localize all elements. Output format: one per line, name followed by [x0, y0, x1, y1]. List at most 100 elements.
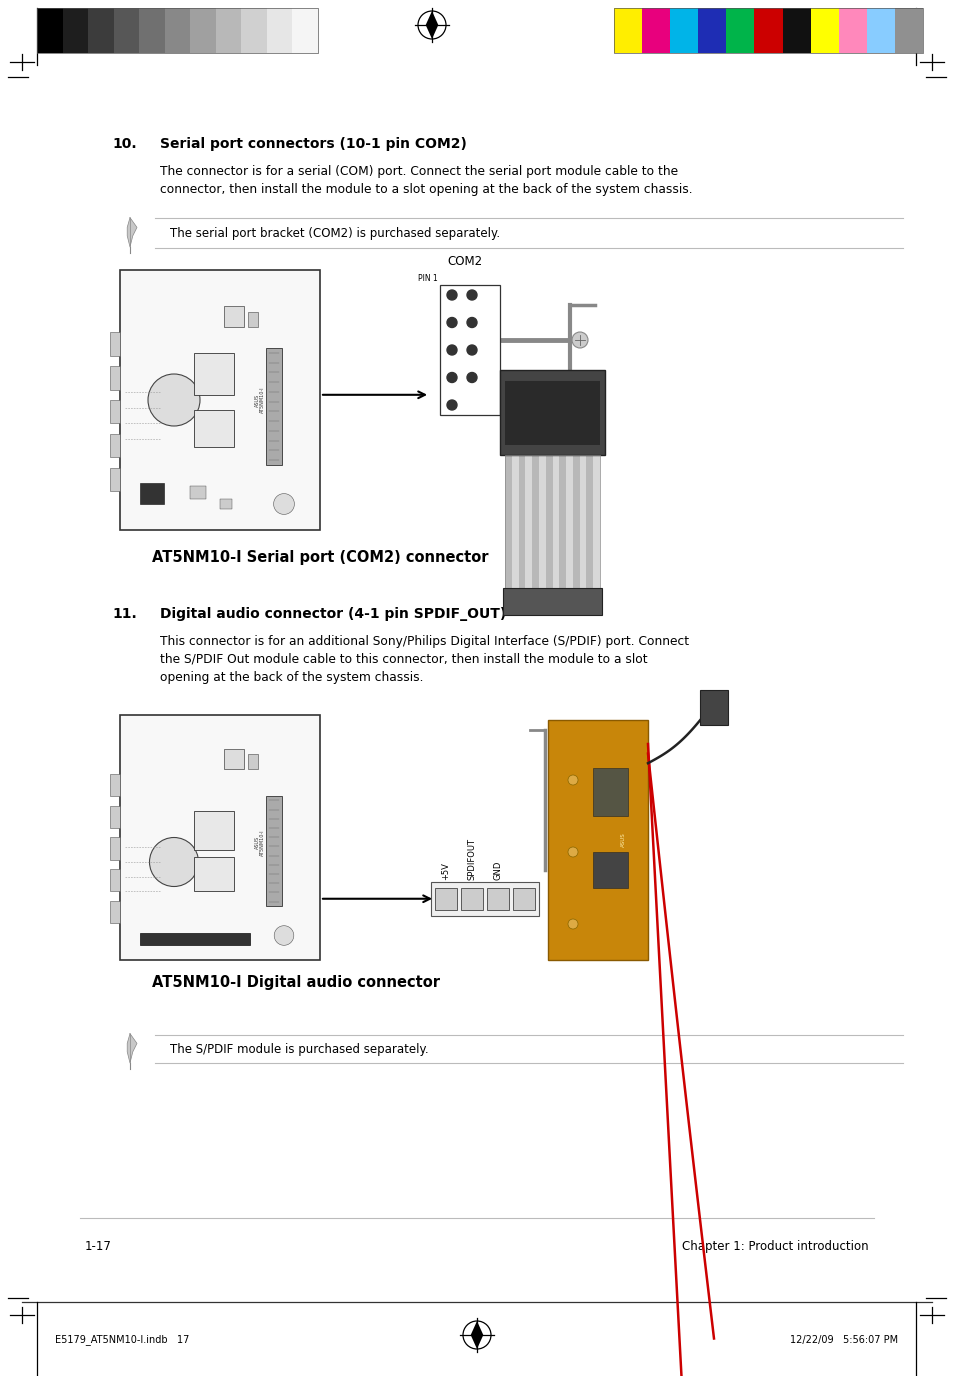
- Bar: [781, 8, 810, 54]
- Circle shape: [467, 318, 476, 327]
- Bar: [193, 354, 233, 395]
- Bar: [220, 499, 232, 509]
- Bar: [504, 455, 511, 594]
- Circle shape: [567, 919, 578, 929]
- Circle shape: [467, 345, 476, 355]
- Bar: [190, 8, 215, 54]
- Bar: [545, 455, 552, 594]
- Bar: [525, 455, 532, 594]
- Bar: [110, 773, 120, 795]
- Circle shape: [447, 290, 456, 300]
- Bar: [110, 806, 120, 828]
- Bar: [110, 366, 120, 389]
- Bar: [267, 8, 293, 54]
- Text: 1-17: 1-17: [85, 1240, 112, 1254]
- Bar: [486, 888, 509, 910]
- Text: the S/PDIF Out module cable to this connector, then install the module to a slot: the S/PDIF Out module cable to this conn…: [160, 654, 647, 666]
- Bar: [88, 8, 113, 54]
- Text: Digital audio connector (4-1 pin SPDIF_OUT): Digital audio connector (4-1 pin SPDIF_O…: [160, 607, 506, 621]
- Circle shape: [447, 345, 456, 355]
- Text: 11.: 11.: [112, 607, 136, 621]
- Bar: [894, 8, 923, 54]
- Bar: [866, 8, 894, 54]
- Bar: [248, 311, 257, 327]
- Text: PIN 1: PIN 1: [417, 274, 437, 283]
- Bar: [431, 882, 538, 916]
- Bar: [435, 888, 456, 910]
- Circle shape: [567, 848, 578, 857]
- Bar: [838, 8, 866, 54]
- Bar: [140, 933, 250, 945]
- Text: Serial port connectors (10-1 pin COM2): Serial port connectors (10-1 pin COM2): [160, 138, 466, 151]
- Bar: [110, 433, 120, 457]
- Bar: [37, 8, 63, 54]
- Text: ASUS
AT5NM10-I: ASUS AT5NM10-I: [254, 387, 265, 413]
- Bar: [193, 410, 233, 447]
- Bar: [140, 483, 164, 504]
- Bar: [593, 852, 627, 888]
- Bar: [460, 888, 482, 910]
- Text: +5V: +5V: [441, 861, 450, 879]
- Bar: [241, 8, 267, 54]
- Bar: [593, 768, 627, 816]
- Bar: [614, 8, 923, 54]
- Bar: [165, 8, 190, 54]
- Bar: [248, 754, 257, 769]
- Bar: [579, 455, 586, 594]
- Bar: [513, 888, 535, 910]
- Circle shape: [274, 926, 294, 945]
- Circle shape: [274, 494, 294, 515]
- Bar: [37, 8, 317, 54]
- Bar: [504, 381, 599, 444]
- Bar: [224, 750, 244, 769]
- Circle shape: [467, 373, 476, 383]
- Bar: [110, 468, 120, 491]
- Text: ASUS: ASUS: [619, 832, 625, 848]
- Circle shape: [148, 374, 200, 427]
- Circle shape: [447, 373, 456, 383]
- Bar: [565, 455, 572, 594]
- Bar: [754, 8, 781, 54]
- Bar: [63, 8, 88, 54]
- Bar: [538, 455, 545, 594]
- Bar: [193, 810, 233, 850]
- Circle shape: [447, 318, 456, 327]
- Bar: [511, 455, 518, 594]
- Bar: [572, 455, 579, 594]
- Polygon shape: [470, 1321, 483, 1348]
- Bar: [700, 689, 727, 725]
- Bar: [139, 8, 165, 54]
- Bar: [120, 716, 319, 960]
- Bar: [120, 270, 319, 530]
- Bar: [193, 857, 233, 892]
- Bar: [532, 455, 538, 594]
- Bar: [552, 455, 558, 594]
- Bar: [593, 455, 599, 594]
- Bar: [641, 8, 669, 54]
- Text: AT5NM10-I Digital audio connector: AT5NM10-I Digital audio connector: [152, 976, 439, 989]
- Circle shape: [567, 775, 578, 784]
- Bar: [215, 8, 241, 54]
- Bar: [558, 455, 565, 594]
- Bar: [810, 8, 838, 54]
- Text: ASUS
AT5NM10-I: ASUS AT5NM10-I: [254, 830, 265, 856]
- Circle shape: [572, 332, 587, 348]
- Bar: [110, 400, 120, 424]
- Bar: [110, 870, 120, 892]
- Text: This connector is for an additional Sony/Philips Digital Interface (S/PDIF) port: This connector is for an additional Sony…: [160, 634, 688, 648]
- Bar: [110, 333, 120, 356]
- Circle shape: [150, 838, 198, 886]
- Bar: [698, 8, 725, 54]
- Text: connector, then install the module to a slot opening at the back of the system c: connector, then install the module to a …: [160, 183, 692, 195]
- Bar: [669, 8, 698, 54]
- Polygon shape: [127, 1033, 137, 1064]
- Text: 10.: 10.: [112, 138, 136, 151]
- Bar: [113, 8, 139, 54]
- Text: AT5NM10-I Serial port (COM2) connector: AT5NM10-I Serial port (COM2) connector: [152, 550, 488, 566]
- Bar: [499, 370, 604, 455]
- Bar: [266, 795, 282, 907]
- Bar: [190, 486, 206, 499]
- Text: opening at the back of the system chassis.: opening at the back of the system chassi…: [160, 671, 423, 684]
- Text: The serial port bracket (COM2) is purchased separately.: The serial port bracket (COM2) is purcha…: [170, 227, 499, 239]
- Bar: [224, 307, 244, 327]
